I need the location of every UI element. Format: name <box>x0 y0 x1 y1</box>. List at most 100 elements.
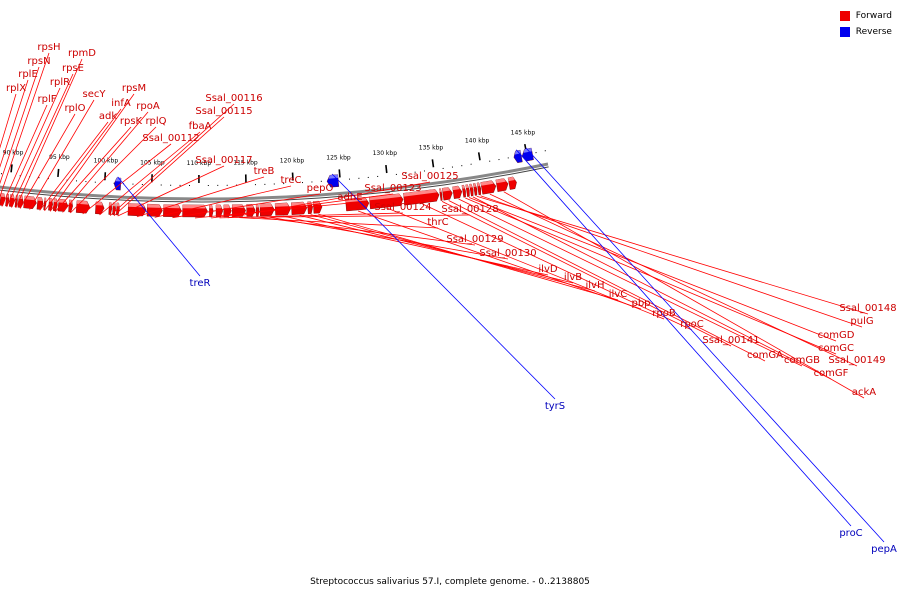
label-leader <box>99 131 201 216</box>
backbone-outer <box>0 162 549 201</box>
axis-tick <box>57 168 60 177</box>
gene-label: comGA <box>747 350 783 361</box>
axis-tick <box>477 152 481 161</box>
gene-label: Ssal_00123 <box>364 183 421 194</box>
gene-label: rpsE <box>62 63 84 74</box>
gene-label: rplX <box>6 83 26 94</box>
label-leader <box>136 176 265 218</box>
label-leader <box>109 103 235 216</box>
label-leader <box>154 185 292 218</box>
label-leader <box>0 52 50 198</box>
gene-label: rpsM <box>122 83 146 94</box>
label-leader <box>357 210 642 310</box>
gene-label: rpoB <box>652 308 676 319</box>
label-leader <box>489 193 858 367</box>
gene-label: Ssal_00124 <box>374 202 431 213</box>
label-leader <box>211 193 394 219</box>
gene-label: tyrS <box>545 401 565 412</box>
label-leader-layer <box>0 52 885 543</box>
label-leader <box>6 87 61 208</box>
label-leader <box>476 195 869 315</box>
genome-caption: Streptococcus salivarius 57.I, complete … <box>310 577 590 587</box>
gene-label: Ssal_00116 <box>205 93 262 104</box>
axis-tick-label: 145 kbp <box>511 129 536 136</box>
label-leader <box>194 202 351 219</box>
label-leader <box>299 214 574 284</box>
gene-label: fbaA <box>189 121 212 132</box>
gene-arrow-highlight <box>95 201 103 206</box>
axis-tick-label: 105 kbp <box>140 159 165 166</box>
gene-arrow-highlight <box>508 176 515 182</box>
axis-tick <box>10 164 13 173</box>
gene-arrow-highlight <box>223 204 230 209</box>
gene-label: Ssal_00125 <box>401 171 458 182</box>
legend-reverse: Reverse <box>839 24 892 40</box>
gene-label: pulG <box>850 316 873 327</box>
gene-arrow-highlight <box>256 204 259 208</box>
axis-tick-label: 110 kbp <box>187 160 212 167</box>
backbone-inner <box>0 166 549 203</box>
label-leader <box>39 121 109 211</box>
label-leader <box>516 149 852 527</box>
label-leader <box>318 213 619 301</box>
gene-arrow-highlight <box>44 197 46 202</box>
gene-label: rplO <box>64 103 85 114</box>
gene-arrow-highlight <box>53 198 57 203</box>
label-leader <box>82 143 172 215</box>
gene-arrow-highlight <box>442 187 451 192</box>
gene-label: ilvB <box>564 272 582 283</box>
gene-label: rpsK <box>120 116 143 127</box>
gene-label: rpsN <box>27 56 50 67</box>
gene-label: Ssal_00141 <box>702 335 759 346</box>
gene-arrow-highlight <box>58 199 67 204</box>
gene-label: ilvH <box>586 280 605 291</box>
gene-arrow-highlight <box>469 184 473 188</box>
gene-label: rplE <box>18 69 38 80</box>
label-leader <box>441 201 732 347</box>
forward-swatch <box>839 11 850 21</box>
reverse-swatch <box>839 27 850 37</box>
gene-label: ilvD <box>538 264 557 275</box>
gene-arrow-highlight <box>369 193 401 201</box>
gene-label: Ssal_00117 <box>195 155 252 166</box>
label-leader <box>458 198 803 367</box>
gene-label: comGF <box>814 368 849 379</box>
axis-tick-label: 115 kbp <box>233 159 258 166</box>
gene-label: rpmD <box>68 48 96 59</box>
label-leader <box>44 108 122 212</box>
label-leader <box>0 79 29 168</box>
axis-tick-label: 90 kbp <box>3 149 24 156</box>
gene-label: comGD <box>818 330 855 341</box>
gene-arrow-highlight <box>473 183 476 187</box>
axis-tick-label: 130 kbp <box>373 150 398 157</box>
gene-arrow-highlight <box>452 186 460 191</box>
label-leader <box>422 203 693 331</box>
gene-label: rpoA <box>136 101 160 112</box>
gene-arrow-highlight <box>477 182 480 187</box>
label-leader <box>113 116 225 217</box>
label-leader <box>0 93 17 149</box>
gene-arrow-highlight <box>232 204 244 209</box>
gene-label: pbp <box>631 298 650 309</box>
label-leader <box>54 126 132 213</box>
label-leader <box>503 191 865 399</box>
gene-arrow-highlight <box>403 189 437 197</box>
gene-label: Ssal_00130 <box>479 248 536 259</box>
gene-arrow-highlight <box>147 204 161 208</box>
gene-label: Ssal_00129 <box>446 234 503 245</box>
label-leader <box>387 207 665 320</box>
gene-label: Ssal_00148 <box>839 303 896 314</box>
label-leader <box>331 173 556 400</box>
gene-label: Ssal_00115 <box>195 106 252 117</box>
label-leader <box>227 181 431 219</box>
gene-label: treB <box>254 166 275 177</box>
axis-tick-label: 140 kbp <box>465 138 490 145</box>
label-leader <box>19 113 76 209</box>
gene-arrow-highlight <box>0 193 5 198</box>
genome-backbone <box>0 162 549 203</box>
gene-label: treC <box>281 175 302 186</box>
label-leader <box>49 93 135 212</box>
gene-arrow-highlight <box>439 188 442 192</box>
